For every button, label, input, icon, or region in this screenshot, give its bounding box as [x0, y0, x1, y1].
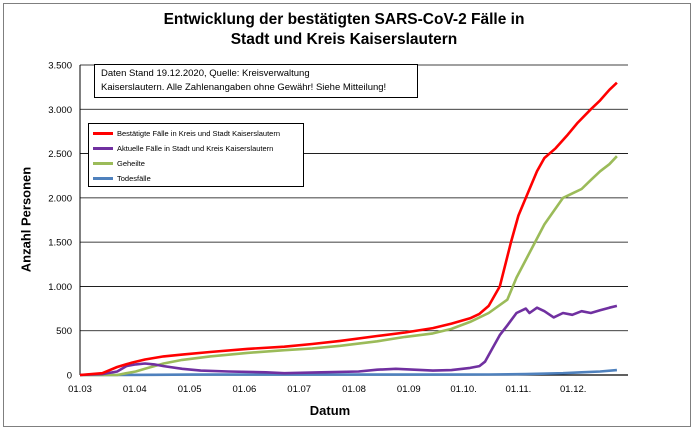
legend-swatch-confirmed	[93, 131, 113, 135]
series-line-recovered	[80, 155, 618, 377]
legend-label-recovered: Geheilte	[117, 158, 145, 168]
y-tick-label: 2.500	[48, 149, 72, 160]
legend: Bestätigte Fälle in Kreis und Stadt Kais…	[88, 123, 304, 187]
y-tick-label: 2.000	[48, 193, 72, 204]
legend-item-active: Aktuelle Fälle in Stadt und Kreis Kaiser…	[93, 141, 273, 155]
series-line-deaths	[80, 368, 618, 377]
series-lines	[79, 81, 618, 377]
legend-swatch-active	[93, 146, 113, 150]
legend-label-confirmed: Bestätigte Fälle in Kreis und Stadt Kais…	[117, 128, 281, 138]
x-tick-label: 01.06	[233, 384, 257, 395]
legend-swatch-recovered	[93, 161, 113, 165]
x-tick-label: 01.07	[287, 384, 311, 395]
series-line-confirmed	[79, 81, 618, 377]
x-axis-label: Datum	[309, 403, 351, 418]
y-tick-label: 0	[67, 371, 72, 382]
x-tick-label: 01.12.	[560, 384, 586, 395]
x-tick-label: 01.05	[178, 384, 202, 395]
y-tick-label: 1.500	[48, 238, 72, 249]
legend-item-recovered: Geheilte	[93, 156, 145, 170]
legend-item-confirmed: Bestätigte Fälle in Kreis und Stadt Kais…	[93, 126, 280, 140]
legend-label-deaths: Todesfälle	[117, 173, 151, 183]
x-tick-label: 01.10.	[450, 384, 476, 395]
legend-label-active: Aktuelle Fälle in Stadt und Kreis Kaiser…	[117, 143, 274, 153]
x-tick-label: 01.08	[342, 384, 366, 395]
y-tick-label: 3.000	[48, 105, 72, 116]
y-tick-label: 3.500	[48, 61, 72, 72]
data-source-note: Daten Stand 19.12.2020, Quelle: Kreisver…	[94, 64, 418, 98]
x-tick-label: 01.09	[397, 384, 421, 395]
y-tick-label: 1.000	[48, 282, 72, 293]
y-tick-labels: 0 500 1.000 1.500 2.000 2.500 3.000 3.500	[48, 61, 72, 382]
legend-item-deaths: Todesfälle	[93, 171, 151, 185]
y-tick-label: 500	[56, 326, 72, 337]
gridlines	[79, 64, 628, 376]
x-tick-label: 01.04	[123, 384, 147, 395]
series-line-active	[79, 304, 618, 377]
chart-title: Entwicklung der bestätigten SARS-CoV-2 F…	[163, 11, 525, 48]
x-tick-labels: 01.03 01.04 01.05 01.06 01.07 01.08 01.09 01.10…	[68, 384, 586, 395]
x-tick-label: 01.03	[68, 384, 92, 395]
legend-swatch-deaths	[93, 176, 113, 180]
x-tick-label: 01.11.	[506, 384, 532, 395]
